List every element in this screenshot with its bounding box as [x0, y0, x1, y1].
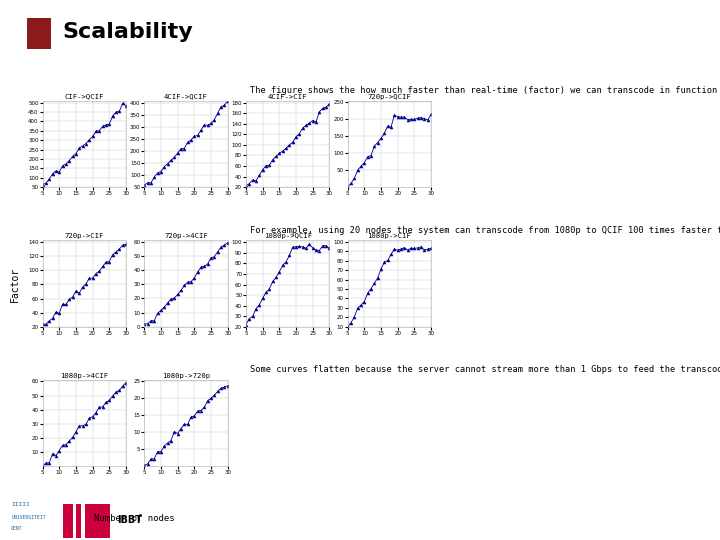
- Title: 4CIF->QCIF: 4CIF->QCIF: [164, 93, 208, 99]
- Text: For example, using 20 nodes the system can transcode from 1080p to QCIF 100 time: For example, using 20 nodes the system c…: [250, 226, 720, 235]
- Text: IBBT: IBBT: [117, 515, 143, 525]
- Bar: [85, 503, 110, 538]
- Text: The figure shows the how much faster than real-time (factor) we can transcode in: The figure shows the how much faster tha…: [250, 86, 720, 96]
- Title: CIF->QCIF: CIF->QCIF: [65, 93, 104, 99]
- Title: 1080p->720p: 1080p->720p: [162, 373, 210, 379]
- Text: IIIII: IIIII: [12, 502, 30, 507]
- Bar: [76, 503, 81, 538]
- Text: UNIVERSITEIT: UNIVERSITEIT: [12, 515, 45, 520]
- Text: Factor: Factor: [10, 267, 20, 302]
- Text: GENT: GENT: [12, 526, 22, 531]
- Text: Number of nodes: Number of nodes: [94, 514, 174, 523]
- Text: Some curves flatten because the server cannot stream more than 1 Gbps to feed th: Some curves flatten because the server c…: [250, 366, 720, 374]
- Title: 720p->4CIF: 720p->4CIF: [164, 233, 208, 239]
- Title: 1080p->4CIF: 1080p->4CIF: [60, 373, 108, 379]
- Title: 720p->CIF: 720p->CIF: [65, 233, 104, 239]
- Bar: [27, 17, 50, 49]
- Bar: [63, 503, 73, 538]
- Title: 720p->QCIF: 720p->QCIF: [367, 93, 411, 99]
- Title: 4CIF->CIF: 4CIF->CIF: [268, 93, 307, 99]
- Title: 1080p->CIF: 1080p->CIF: [367, 233, 411, 239]
- Title: 1080p->QCIF: 1080p->QCIF: [264, 233, 312, 239]
- Text: Scalability: Scalability: [63, 22, 194, 42]
